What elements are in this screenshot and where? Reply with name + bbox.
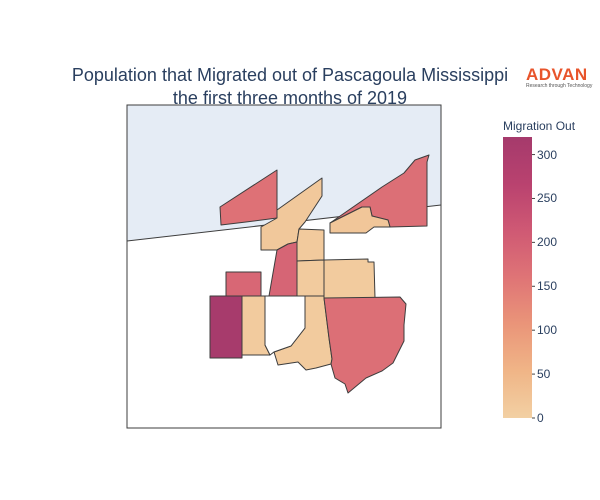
logo-tagline: Research through Technology bbox=[526, 83, 593, 89]
chart-title: Population that Migrated out of Pascagou… bbox=[40, 64, 540, 110]
region-center-east[interactable] bbox=[323, 258, 376, 299]
region-no-data bbox=[264, 295, 306, 356]
colorbar-gradient bbox=[503, 137, 532, 418]
colorbar-tick-label: 150 bbox=[537, 279, 558, 294]
colorbar-tick-label: 300 bbox=[537, 147, 558, 162]
region-west-small[interactable] bbox=[225, 271, 262, 297]
colorbar-tick-label: 250 bbox=[537, 191, 558, 206]
colorbar-ticks bbox=[532, 154, 535, 419]
region-north-strip[interactable] bbox=[260, 177, 323, 251]
colorbar-title: Migration Out bbox=[503, 119, 576, 133]
region-nw-shore[interactable] bbox=[219, 169, 278, 226]
advan-logo: ADVAN Research through Technology bbox=[526, 66, 596, 90]
region-west-dark[interactable] bbox=[209, 295, 243, 359]
chart-title-line2: the first three months of 2019 bbox=[172, 88, 408, 108]
colorbar-tick-label: 0 bbox=[537, 411, 544, 425]
colorbar-tick-label: 50 bbox=[537, 367, 551, 382]
map-frame bbox=[126, 104, 442, 429]
region-ne-notch[interactable] bbox=[329, 206, 391, 234]
region-layer bbox=[209, 154, 430, 394]
region-center-small[interactable] bbox=[296, 259, 325, 297]
logo-wordmark: ADVAN bbox=[526, 65, 588, 84]
region-south-east[interactable] bbox=[323, 296, 407, 394]
colorbar-tick-label: 200 bbox=[537, 235, 558, 250]
chart-title-line1: Population that Migrated out of Pascagou… bbox=[71, 65, 509, 85]
colorbar-tick-label: 100 bbox=[537, 323, 558, 338]
region-center-north[interactable] bbox=[296, 228, 325, 262]
